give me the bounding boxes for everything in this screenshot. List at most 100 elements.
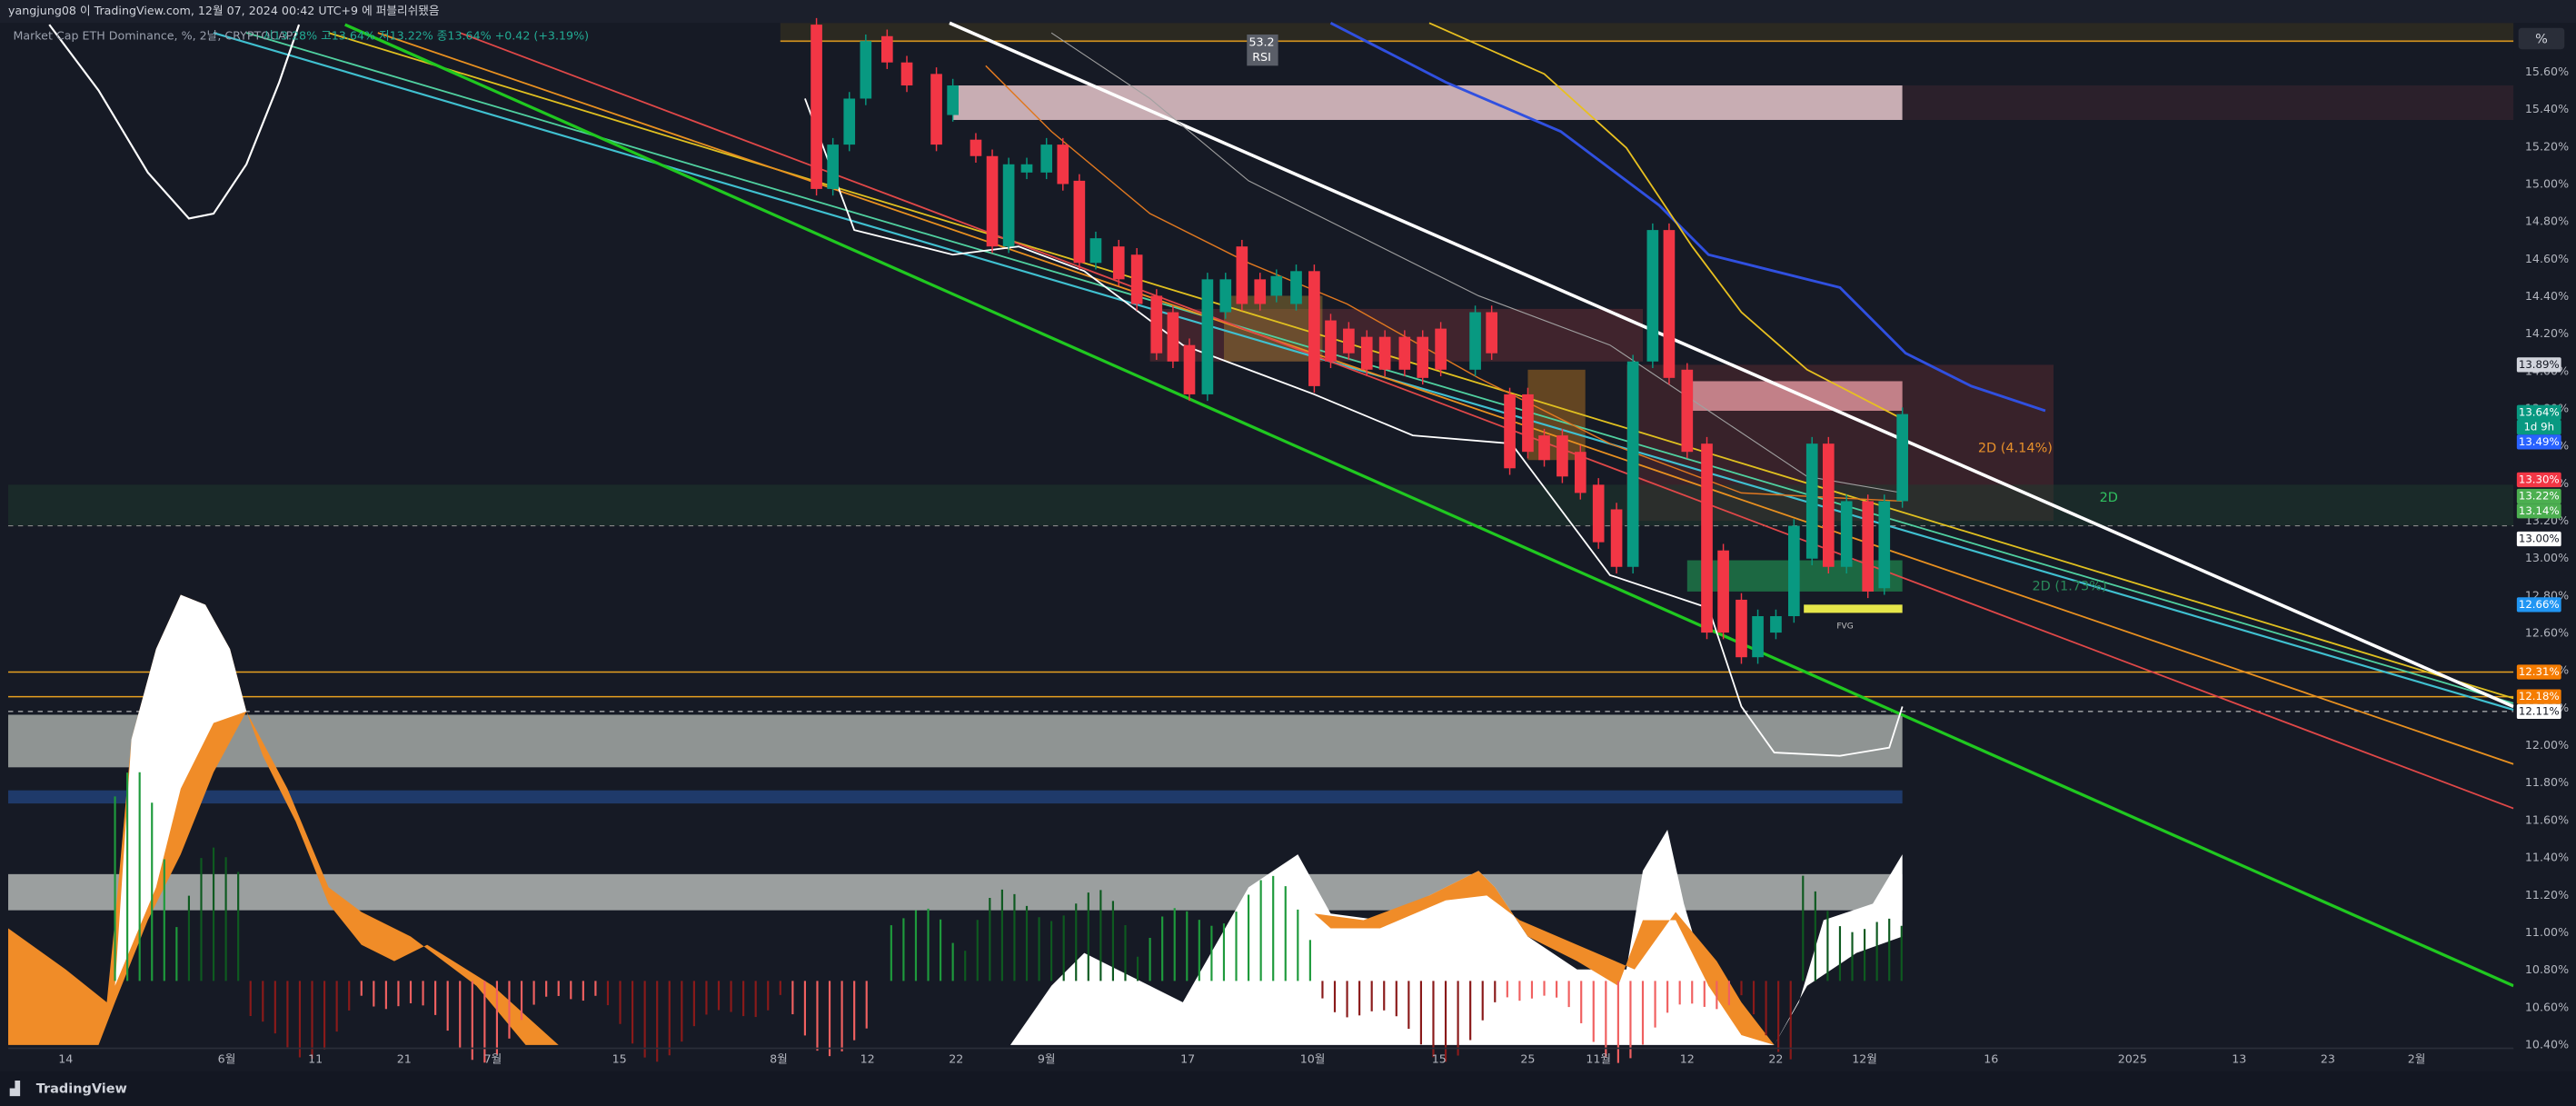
ma-line <box>1329 22 2046 413</box>
brand-logo: ▟ <box>9 1081 21 1097</box>
candle <box>811 25 822 189</box>
candle <box>1167 312 1179 362</box>
candle <box>1822 443 1835 567</box>
candle <box>1290 271 1302 304</box>
time-label: 15 <box>612 1052 627 1066</box>
price-label: 15.00% <box>2525 177 2569 191</box>
candle <box>1788 525 1800 617</box>
candle <box>1469 312 1481 370</box>
time-label: 25 <box>1520 1052 1535 1066</box>
candle <box>1805 443 1818 559</box>
price-badge-label: 13.14% <box>2519 504 2560 517</box>
rsi-box <box>1247 34 1278 66</box>
price-badge-label: 12.66% <box>2519 598 2560 611</box>
candle <box>1435 328 1447 370</box>
price-label: 15.60% <box>2525 65 2569 78</box>
publish-info: yangjung08 이 TradingView.com, 12월 07, 20… <box>8 4 439 17</box>
time-label: 16 <box>1984 1052 1998 1066</box>
oscillator-fill <box>114 594 247 986</box>
price-badge-label: 13.22% <box>2519 490 2560 503</box>
candle <box>1770 616 1782 633</box>
candle <box>1417 336 1429 378</box>
band-line <box>804 98 1904 757</box>
time-label: 2025 <box>2118 1052 2147 1066</box>
time-label: 11 <box>308 1052 323 1066</box>
price-badge <box>2516 597 2561 613</box>
price-badge <box>2516 404 2561 420</box>
candle <box>1522 394 1534 453</box>
zone <box>952 85 1903 120</box>
price-badge-label: 1d 9h <box>2523 421 2554 433</box>
candle <box>1040 144 1053 173</box>
time-label: 21 <box>397 1052 412 1066</box>
price-badge-label: 12.18% <box>2519 690 2560 702</box>
time-label: 8월 <box>770 1052 788 1066</box>
symbol-title: Market Cap ETH Dominance, %, 2날, CRYPTOC… <box>13 28 293 42</box>
scale-button[interactable] <box>2518 27 2565 50</box>
time-label: 23 <box>2321 1052 2335 1066</box>
candle <box>1896 414 1908 502</box>
trend-line <box>949 21 2514 709</box>
price-label: 11.60% <box>2525 812 2569 826</box>
candle <box>1646 230 1659 362</box>
ma-line <box>1428 22 1904 420</box>
candle <box>986 155 999 247</box>
candle <box>1002 164 1015 247</box>
zone <box>8 790 1903 804</box>
candle <box>1343 328 1355 354</box>
time-label: 12 <box>1680 1052 1695 1066</box>
zone <box>1804 604 1903 613</box>
candle <box>1663 230 1676 378</box>
ma-line <box>985 65 1903 503</box>
zone <box>1902 85 2514 120</box>
price-label: 12.00% <box>2525 738 2569 752</box>
zone-label: 2D <box>2100 491 2118 505</box>
time-label: 6월 <box>218 1052 236 1066</box>
price-badge <box>2516 664 2561 680</box>
candle <box>1130 254 1143 304</box>
candle <box>1398 336 1411 370</box>
price-label: 15.40% <box>2525 102 2569 115</box>
band-line <box>48 24 301 220</box>
candle <box>1150 295 1163 354</box>
price-badge-label: 13.00% <box>2519 533 2560 545</box>
candle <box>860 41 872 99</box>
candle <box>1112 246 1125 280</box>
time-label: 12월 <box>1852 1052 1877 1066</box>
candle <box>1236 246 1248 304</box>
time-label: 11월 <box>1586 1052 1611 1066</box>
time-label: 9월 <box>1038 1052 1056 1066</box>
zone <box>780 23 2514 44</box>
footer <box>0 1071 2576 1106</box>
rsi-value: 53.2 <box>1248 35 1274 49</box>
price-label: 13.00% <box>2525 551 2569 564</box>
price-badge <box>2516 503 2561 519</box>
scale-button-label[interactable]: % <box>2535 32 2548 46</box>
price-label: 10.40% <box>2525 1037 2569 1051</box>
candle <box>1504 394 1516 469</box>
price-badge-label: 12.31% <box>2519 665 2560 678</box>
candle <box>880 35 893 63</box>
price-badge-label: 13.49% <box>2519 435 2560 448</box>
time-label: 12 <box>860 1052 875 1066</box>
zone <box>8 484 2514 526</box>
candle <box>1378 336 1391 370</box>
trend-line <box>459 32 2514 810</box>
candle <box>1219 279 1232 313</box>
zone-label: 2D (4.14%) <box>1978 442 2053 456</box>
zone <box>8 873 1903 911</box>
candle <box>1308 271 1320 386</box>
price-badge-label: 13.30% <box>2519 473 2560 485</box>
trend-line <box>377 32 2514 765</box>
fvg-label: FVG <box>1836 622 1853 631</box>
price-badge <box>2516 357 2561 373</box>
price-badge <box>2516 689 2561 704</box>
axis-labels: 15.60% 15.40% 15.20% 15.00% 14.80% 14.60% 14.4… <box>58 65 2569 1066</box>
zone <box>1149 308 1644 362</box>
candle <box>1057 144 1069 184</box>
price-label: 14.80% <box>2525 214 2569 228</box>
time-label: 2월 <box>2408 1052 2426 1066</box>
candle <box>1254 279 1267 304</box>
